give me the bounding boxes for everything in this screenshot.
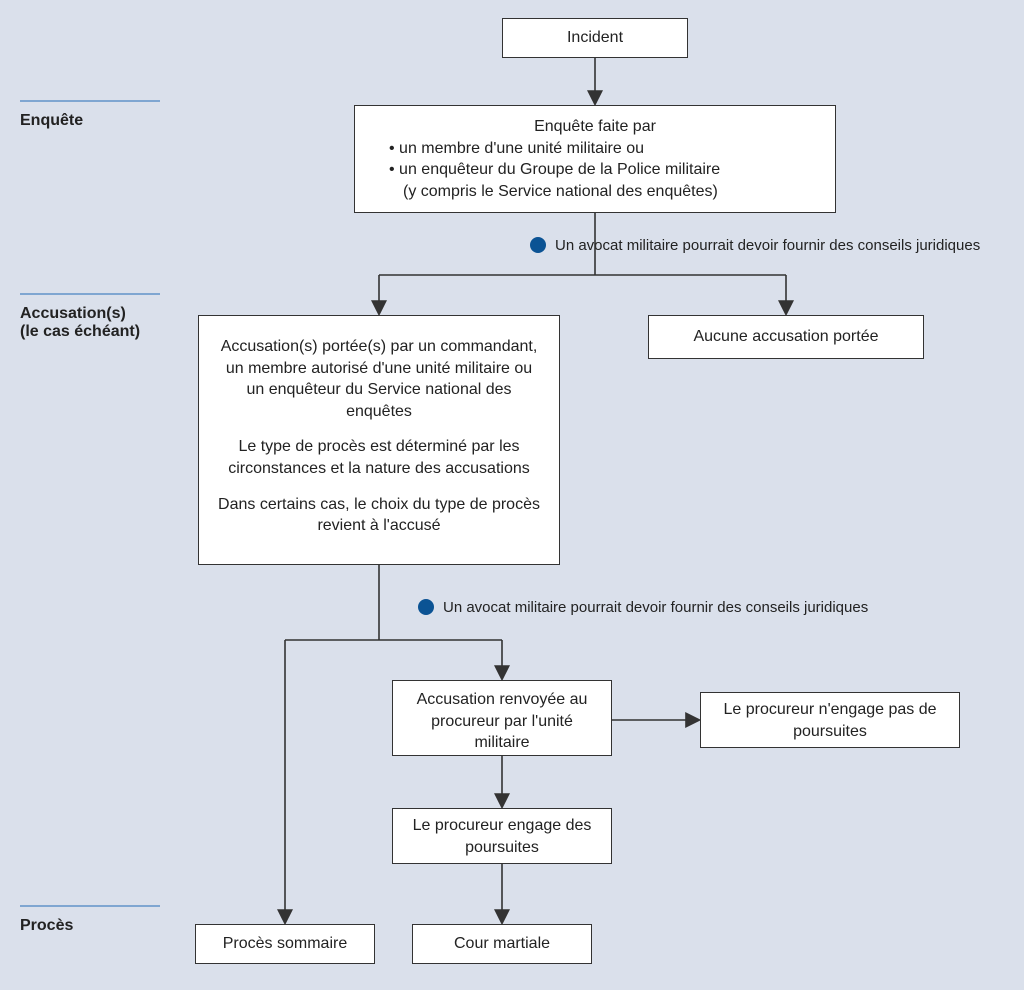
accusation-p1: Accusation(s) portée(s) par un commandan… [217, 336, 541, 422]
rule-enquete [20, 100, 160, 102]
node-sommaire: Procès sommaire [195, 924, 375, 964]
enquete-b1: • un membre d'une unité militaire ou [369, 138, 821, 160]
node-engage: Le procureur engage des poursuites [392, 808, 612, 864]
incident-text: Incident [567, 29, 623, 46]
note-2: Un avocat militaire pourrait devoir four… [443, 599, 868, 616]
node-enquete: Enquête faite par • un membre d'une unit… [354, 105, 836, 213]
note-1: Un avocat militaire pourrait devoir four… [555, 237, 980, 254]
node-accusation: Accusation(s) portée(s) par un commandan… [198, 315, 560, 565]
dot-2 [418, 599, 434, 615]
node-no-accusation: Aucune accusation portée [648, 315, 924, 359]
node-incident: Incident [502, 18, 688, 58]
engage-text: Le procureur engage des poursuites [413, 817, 592, 856]
enquete-b2: • un enquêteur du Groupe de la Police mi… [369, 159, 821, 181]
node-no-poursuites: Le procureur n'engage pas de poursuites [700, 692, 960, 748]
martiale-text: Cour martiale [454, 935, 550, 952]
accusation-p3: Dans certains cas, le choix du type de p… [217, 494, 541, 537]
rule-accusations [20, 293, 160, 295]
node-martiale: Cour martiale [412, 924, 592, 964]
node-renvoyee: Accusation renvoyée au procureur par l'u… [392, 680, 612, 756]
renvoyee-text: Accusation renvoyée au procureur par l'u… [417, 691, 588, 751]
rule-proces [20, 905, 160, 907]
label-proces: Procès [20, 917, 73, 935]
enquete-b3: (y compris le Service national des enquê… [369, 181, 821, 203]
no-accusation-text: Aucune accusation portée [693, 328, 878, 345]
accusation-p2: Le type de procès est déterminé par les … [217, 436, 541, 479]
label-enquete: Enquête [20, 112, 83, 130]
no-poursuites-text: Le procureur n'engage pas de poursuites [724, 701, 937, 740]
sommaire-text: Procès sommaire [223, 935, 347, 952]
enquete-title: Enquête faite par [369, 116, 821, 138]
dot-1 [530, 237, 546, 253]
label-accusations: Accusation(s) (le cas échéant) [20, 305, 140, 341]
